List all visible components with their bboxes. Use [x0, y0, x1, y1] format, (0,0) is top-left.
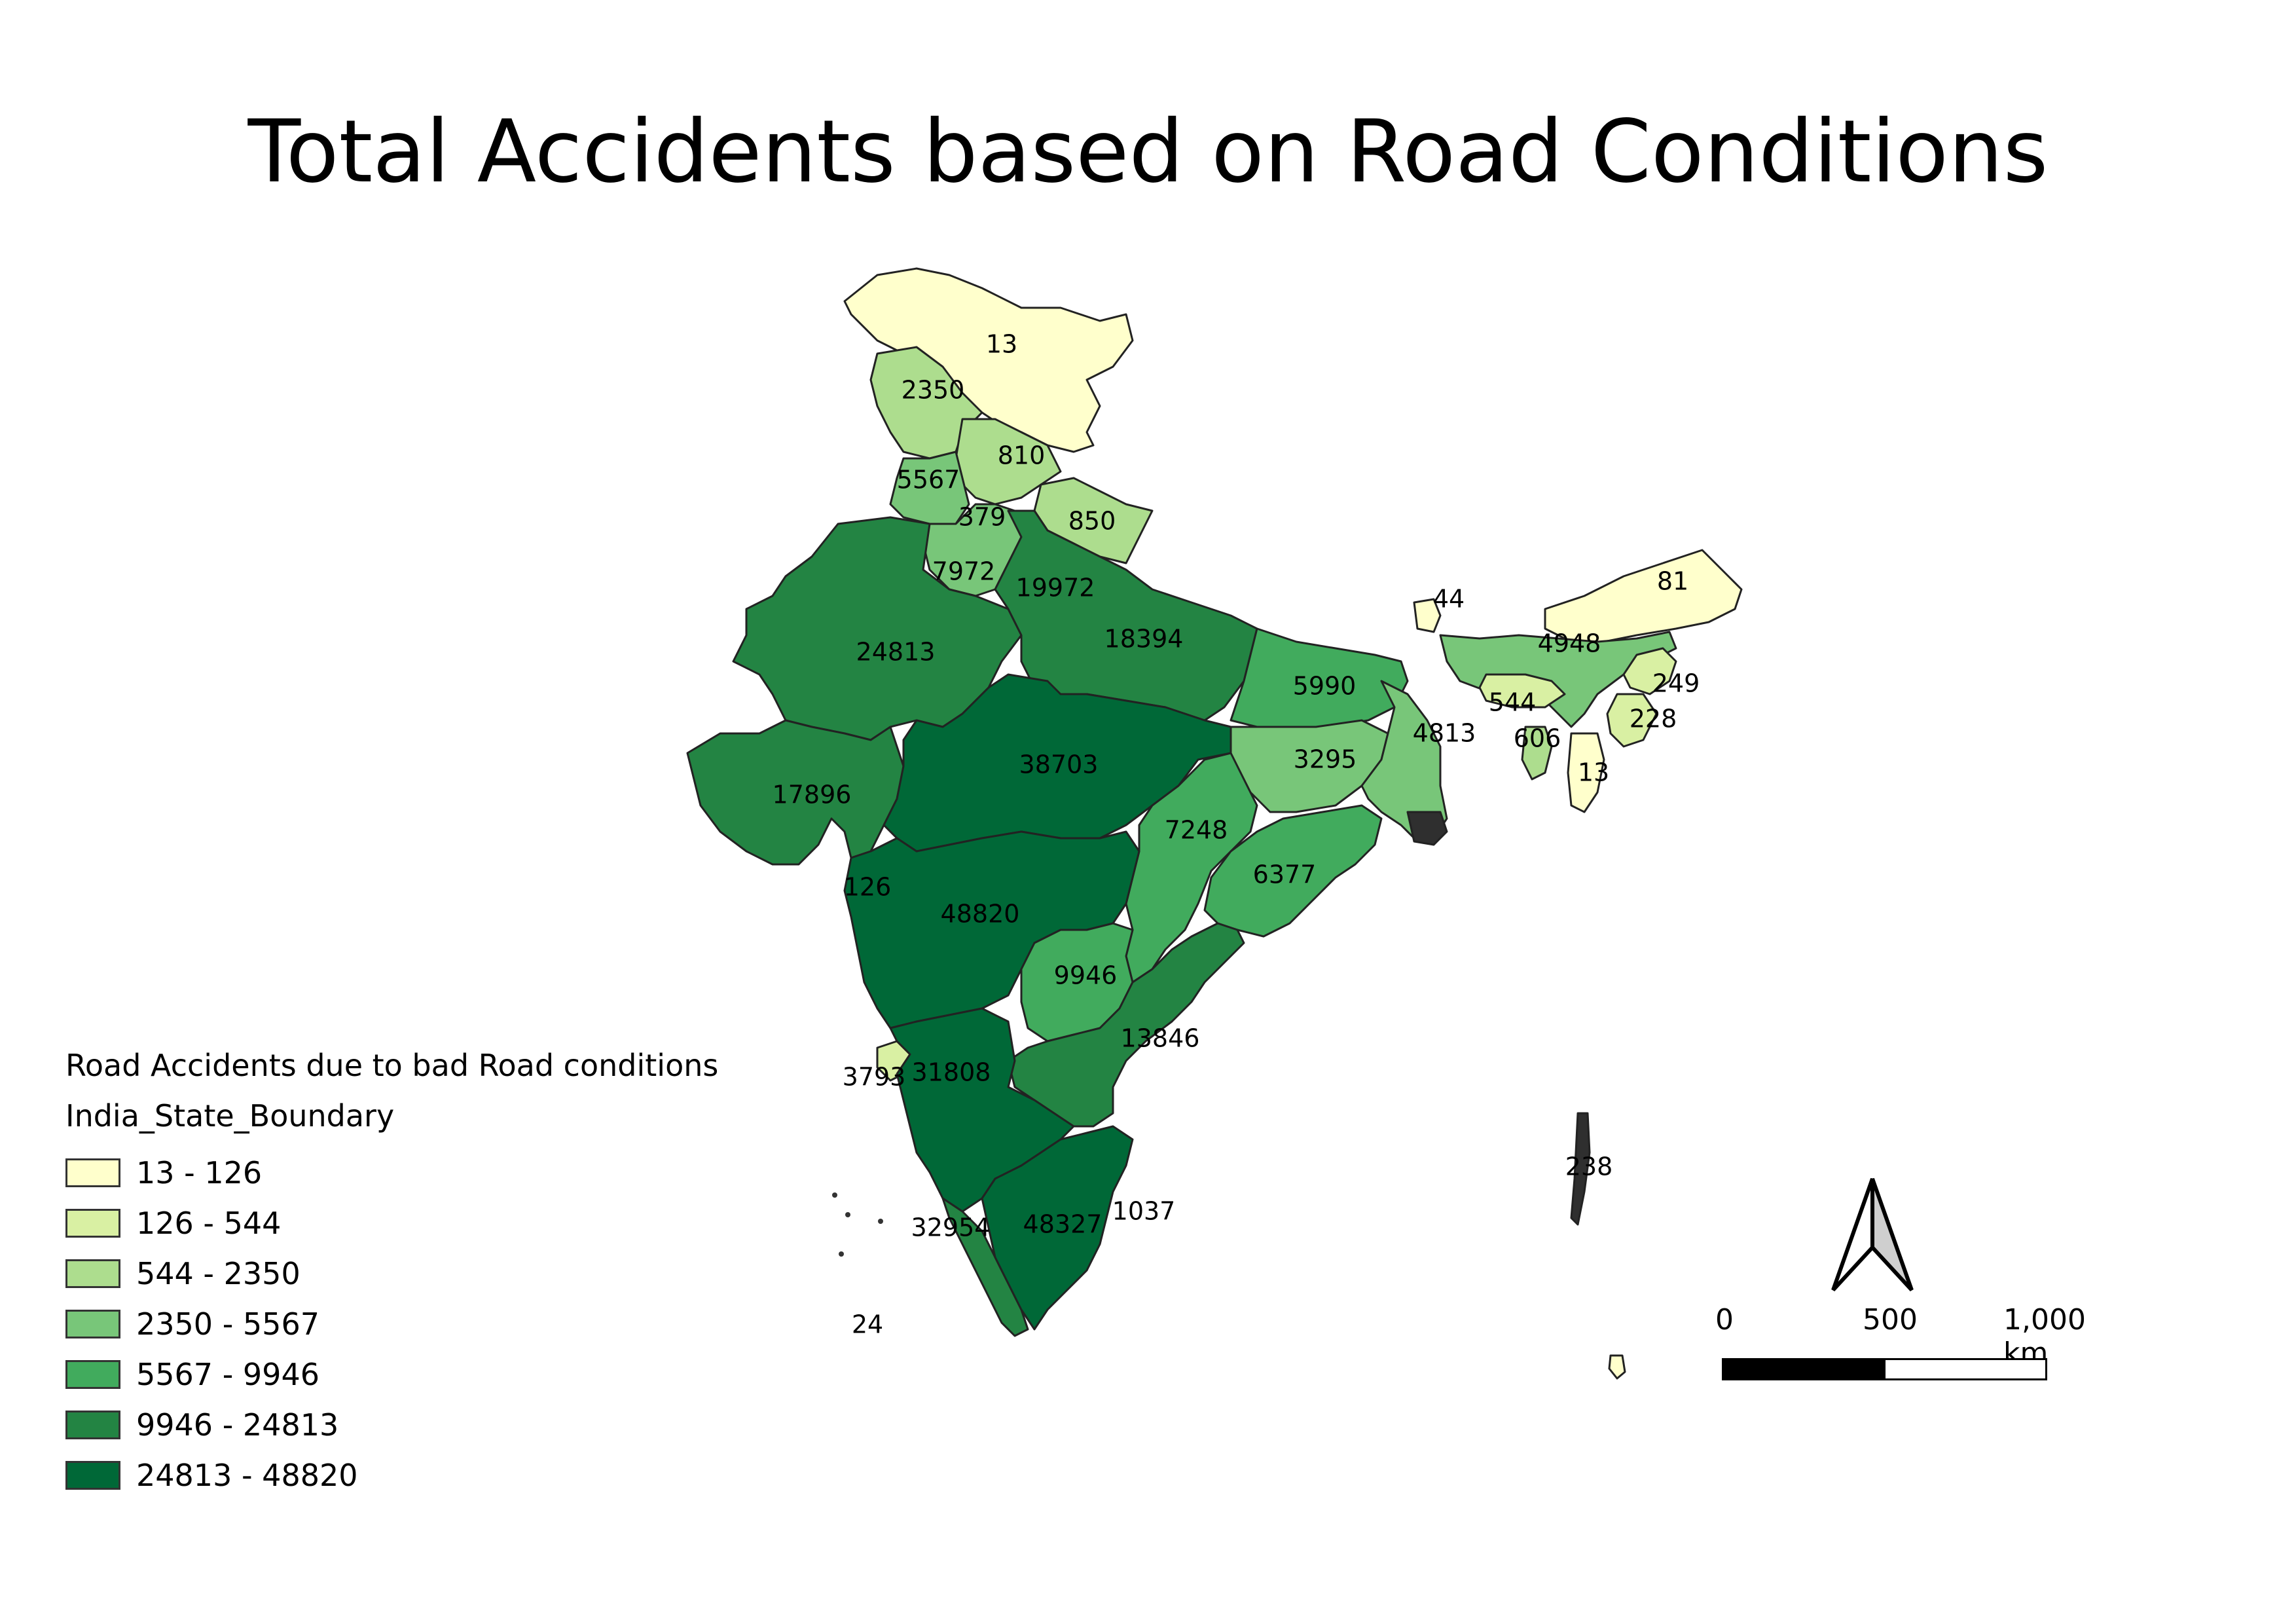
state-kerala	[941, 1197, 1029, 1337]
label-west-bengal: 4813	[1413, 719, 1476, 748]
legend-item: 2350 - 5567	[65, 1299, 720, 1349]
label-meghalaya: 544	[1489, 688, 1537, 717]
legend-item: 544 - 2350	[65, 1248, 720, 1299]
state-mizoram	[1567, 732, 1605, 813]
label-madhya-pradesh: 38703	[1019, 750, 1099, 779]
legend-swatch	[65, 1460, 120, 1490]
label-karnataka: 31808	[912, 1058, 991, 1087]
state-sundarbans	[1406, 811, 1448, 846]
label-odisha: 6377	[1253, 860, 1317, 889]
label-chhattisgarh: 7248	[1165, 816, 1228, 845]
state-manipur	[1606, 693, 1658, 748]
label-rajasthan: 24813	[856, 638, 936, 667]
label-kerala: 32954	[911, 1213, 991, 1242]
scale-label-500: 500	[1863, 1303, 1918, 1337]
lakshadweep-island	[845, 1212, 850, 1217]
label-arunachal: 81	[1657, 567, 1688, 596]
lakshadweep-island	[832, 1192, 837, 1198]
label-puducherry: 1037	[1112, 1197, 1176, 1226]
scale-bar-white-segment	[1884, 1358, 2047, 1380]
legend-item: 126 - 544	[65, 1198, 720, 1248]
legend-label: 24813 - 48820	[136, 1457, 358, 1493]
label-sikkim: 44	[1433, 585, 1465, 614]
label-bihar: 5990	[1293, 672, 1357, 701]
legend-title: Road Accidents due to bad Road condition…	[65, 1048, 719, 1083]
label-daman-diu: 126	[844, 873, 892, 902]
label-tripura: 606	[1514, 724, 1561, 753]
map-title: Total Accidents based on Road Conditions	[247, 101, 2049, 202]
state-andhra-pradesh	[1007, 922, 1245, 1128]
legend-item: 13 - 126	[65, 1147, 720, 1198]
label-mizoram: 13	[1578, 758, 1609, 787]
legend-label: 5567 - 9946	[136, 1356, 319, 1392]
north-arrow-icon	[1831, 1178, 1914, 1292]
label-chandigarh: 379	[958, 503, 1006, 532]
label-assam: 4948	[1538, 629, 1601, 658]
label-nagaland: 249	[1652, 669, 1700, 698]
legend-swatch	[65, 1309, 120, 1338]
state-andaman	[1570, 1112, 1591, 1226]
legend-label: 2350 - 5567	[136, 1306, 319, 1342]
label-jharkhand: 3295	[1294, 745, 1357, 774]
label-goa: 3793	[843, 1063, 906, 1092]
state-arunachal	[1544, 549, 1743, 643]
scale-label-0: 0	[1715, 1303, 1734, 1337]
label-tamil-nadu: 48327	[1023, 1210, 1102, 1239]
label-gujarat: 17896	[773, 781, 852, 809]
label-maharashtra: 48820	[941, 900, 1020, 929]
label-andhra-pradesh: 13846	[1121, 1024, 1200, 1053]
label-jammu-kashmir: 13	[986, 330, 1017, 359]
label-lakshadweep: 24	[852, 1310, 883, 1339]
label-punjab: 5567	[897, 466, 960, 494]
legend-item: 24813 - 48820	[65, 1450, 720, 1500]
lakshadweep-island	[878, 1219, 883, 1224]
state-odisha	[1203, 804, 1383, 938]
lakshadweep-island	[839, 1251, 844, 1257]
state-tripura	[1521, 726, 1553, 781]
scale-bar: 0 500 1,000 km	[1715, 1303, 2086, 1395]
legend-item: 5567 - 9946	[65, 1349, 720, 1399]
legend-label: 544 - 2350	[136, 1255, 301, 1291]
legend-swatch	[65, 1208, 120, 1238]
label-uttarakhand: 850	[1068, 507, 1116, 536]
legend-items: 13 - 126 126 - 544 544 - 2350 2350 - 5567 55…	[65, 1147, 720, 1500]
legend-label: 126 - 544	[136, 1205, 282, 1241]
state-bihar	[1230, 627, 1409, 728]
state-nicobar	[1608, 1354, 1626, 1380]
legend-label: 9946 - 24813	[136, 1407, 339, 1443]
state-uttar-pradesh	[994, 509, 1258, 722]
state-sikkim	[1413, 598, 1442, 633]
label-haryana: 7972	[932, 557, 996, 586]
legend-swatch	[65, 1410, 120, 1439]
label-manipur: 228	[1630, 705, 1677, 733]
scale-bar-black-segment	[1722, 1358, 1886, 1380]
legend-swatch	[65, 1158, 120, 1187]
label-jk-lower: 2350	[902, 376, 965, 405]
label-telangana: 9946	[1054, 961, 1118, 990]
map-legend: Road Accidents due to bad Road condition…	[65, 1048, 720, 1500]
state-west-bengal	[1360, 680, 1448, 840]
legend-item: 9946 - 24813	[65, 1399, 720, 1450]
state-nagaland	[1622, 647, 1677, 695]
legend-layer-name: India_State_Boundary	[65, 1098, 395, 1134]
state-meghalaya	[1478, 673, 1566, 709]
state-tamil-nadu	[981, 1125, 1134, 1331]
legend-label: 13 - 126	[136, 1154, 263, 1190]
label-uttar-pradesh: 18394	[1104, 625, 1184, 654]
legend-swatch	[65, 1359, 120, 1389]
legend-swatch	[65, 1259, 120, 1288]
label-andaman: 238	[1565, 1153, 1613, 1181]
label-himachal: 810	[998, 441, 1046, 470]
label-delhi: 19972	[1016, 574, 1095, 602]
